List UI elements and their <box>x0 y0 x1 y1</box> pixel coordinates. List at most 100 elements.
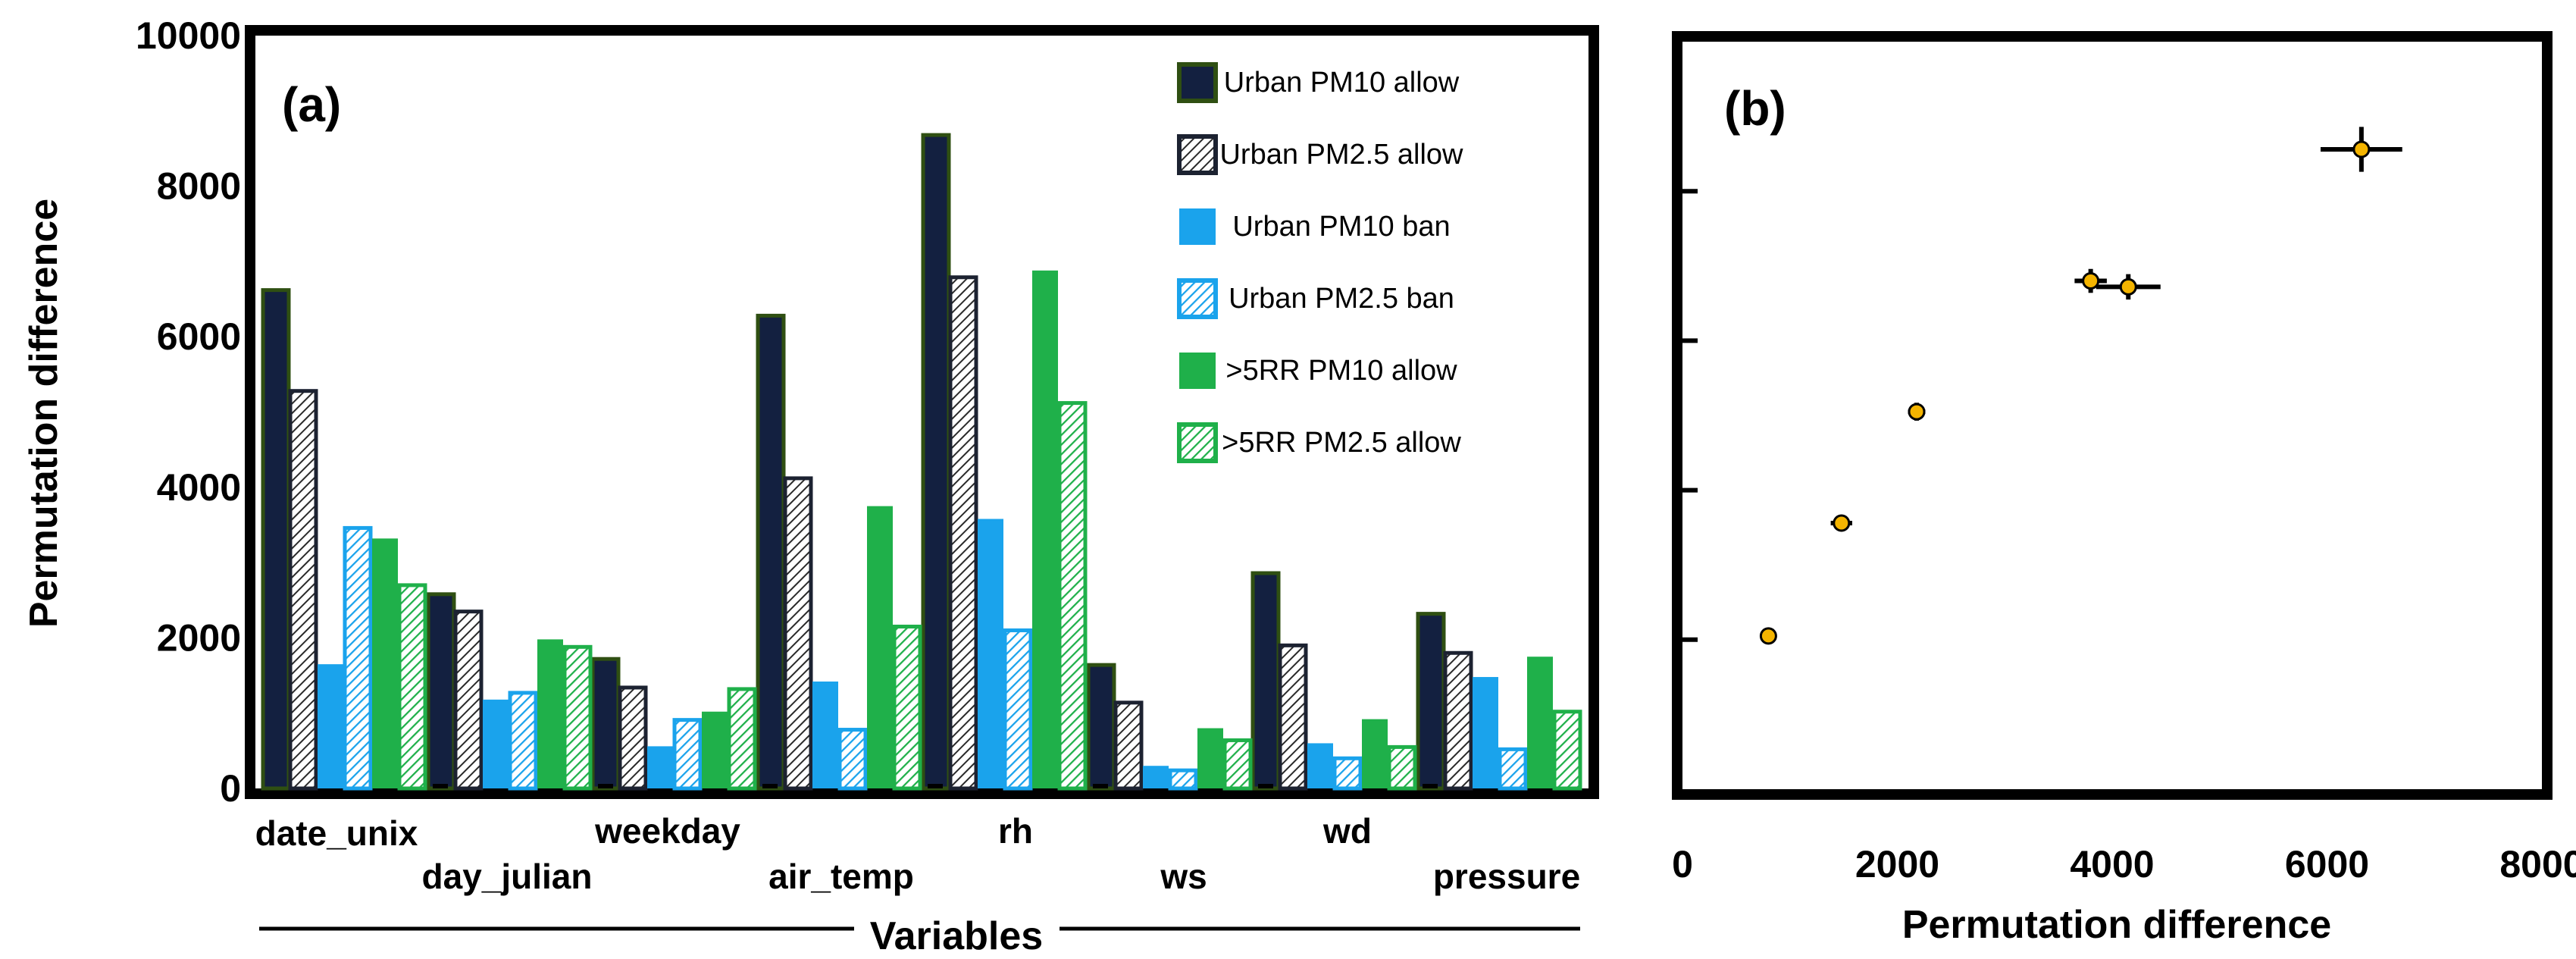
bar-date-unix-urban-pm2-5-allow <box>288 389 318 791</box>
group-separator-mark <box>928 784 943 788</box>
bar-date-unix-5rr-pm2-5-allow <box>397 583 427 791</box>
bar-ws-5rr-pm2-5-allow <box>1222 738 1253 791</box>
category-label-rh: rh <box>998 811 1033 851</box>
bar-wd-urban-pm2-5-ban <box>1332 756 1363 791</box>
y-tick-label-a: 4000 <box>157 466 241 509</box>
bar-rh-urban-pm2-5-allow <box>948 275 978 791</box>
bar-rh-urban-pm10-ban <box>978 519 1003 788</box>
bar-wd-5rr-pm2-5-allow <box>1387 744 1417 791</box>
bar-date-unix-urban-pm2-5-ban <box>343 525 373 791</box>
category-label-wd: wd <box>1322 811 1372 851</box>
point-marker <box>2119 277 2137 296</box>
scatter-point-4 <box>2074 268 2107 293</box>
category-label-weekday: weekday <box>594 811 740 851</box>
plot-frame-b <box>1672 31 2553 800</box>
bar-rh-5rr-pm10-allow <box>1032 270 1058 788</box>
bar-weekday-5rr-pm10-allow <box>702 711 728 788</box>
bar-ws-urban-pm10-ban <box>1143 766 1169 788</box>
bar-air-temp-5rr-pm2-5-allow <box>892 625 922 791</box>
group-separator-mark <box>433 784 448 788</box>
bar-weekday-urban-pm10-allow <box>590 657 621 791</box>
panel-a: (a) 0 2000 4000 6000 8000 10000 date_unixday_… <box>22 14 1599 958</box>
panel-label-b: (b) <box>1724 81 1786 136</box>
bar-rh-urban-pm2-5-ban <box>1003 628 1033 791</box>
bars-a <box>261 133 1582 791</box>
bar-weekday-urban-pm2-5-ban <box>672 718 703 791</box>
legend-swatch-urban-pm2-5-ban <box>1177 278 1218 319</box>
scatter-point-3 <box>1908 403 1926 421</box>
legend-label-5rr-pm10-allow: >5RR PM10 allow <box>1225 355 1457 387</box>
bar-pressure-urban-pm10-allow <box>1416 612 1446 791</box>
bar-date-unix-urban-pm10-allow <box>261 288 291 791</box>
legend-label-5rr-pm2-5-allow: >5RR PM2.5 allow <box>1222 427 1461 459</box>
bar-pressure-5rr-pm2-5-allow <box>1552 710 1582 791</box>
scatter-point-6 <box>2320 127 2402 172</box>
x-tick-label-b: 6000 <box>2285 843 2369 885</box>
bar-rh-5rr-pm2-5-allow <box>1057 401 1088 791</box>
bar-weekday-urban-pm2-5-allow <box>618 685 648 791</box>
bar-wd-5rr-pm10-allow <box>1362 719 1388 788</box>
bar-day-julian-urban-pm10-allow <box>426 592 456 791</box>
category-label-day-julian: day_julian <box>422 857 593 896</box>
x-tick-label-b: 8000 <box>2499 843 2576 885</box>
bar-pressure-urban-pm2-5-allow <box>1443 650 1473 791</box>
category-label-date-unix: date_unix <box>255 813 418 853</box>
scatter-points-b <box>1759 127 2402 645</box>
y-tick-label-a: 0 <box>220 767 241 810</box>
scatter-point-1 <box>1759 627 1777 645</box>
bar-rh-urban-pm10-allow <box>921 133 951 791</box>
legend-swatch-urban-pm2-5-allow <box>1177 134 1218 175</box>
x-tick-label-b: 2000 <box>1855 843 1939 885</box>
x-axis-ticks-b: 0 2000 4000 6000 8000 <box>1672 843 2576 885</box>
y-axis-ticks-a: 0 2000 4000 6000 8000 10000 <box>136 14 241 810</box>
bar-air-temp-urban-pm2-5-ban <box>837 728 868 791</box>
bar-weekday-urban-pm10-ban <box>647 746 673 788</box>
x-tick-label-b: 0 <box>1672 843 1693 885</box>
bar-day-julian-urban-pm2-5-ban <box>508 691 538 791</box>
panel-b: (b) 0 2000 4000 6000 8000 Permutation differ… <box>1672 31 2576 947</box>
bar-pressure-urban-pm2-5-ban <box>1498 747 1528 791</box>
bar-date-unix-5rr-pm10-allow <box>372 538 398 788</box>
bar-air-temp-5rr-pm10-allow <box>867 506 893 788</box>
y-tick-label-a: 10000 <box>136 14 241 57</box>
legend-label-urban-pm10-allow: Urban PM10 allow <box>1224 67 1460 99</box>
panel-label-a: (a) <box>282 77 341 132</box>
group-separator-mark <box>1093 784 1108 788</box>
point-marker <box>1833 514 1851 532</box>
bar-day-julian-urban-pm2-5-allow <box>453 610 484 791</box>
point-marker <box>1759 627 1777 645</box>
bar-day-julian-5rr-pm10-allow <box>537 639 563 788</box>
scatter-point-2 <box>1830 514 1852 532</box>
legend-swatch-urban-pm10-ban <box>1179 208 1216 245</box>
bar-ws-urban-pm10-allow <box>1086 663 1116 791</box>
legend-label-urban-pm2-5-allow: Urban PM2.5 allow <box>1219 139 1463 171</box>
bar-pressure-5rr-pm10-allow <box>1527 657 1553 788</box>
point-marker <box>1908 403 1926 421</box>
category-label-pressure: pressure <box>1433 857 1580 896</box>
bar-air-temp-urban-pm10-allow <box>756 313 786 791</box>
x-tick-label-b: 4000 <box>2070 843 2154 885</box>
bar-ws-urban-pm2-5-allow <box>1113 700 1144 791</box>
bar-wd-urban-pm10-ban <box>1307 743 1333 788</box>
bar-day-julian-urban-pm10-ban <box>483 699 509 788</box>
category-label-air-temp: air_temp <box>768 857 914 896</box>
group-separator-mark <box>1423 784 1438 788</box>
scatter-point-5 <box>2096 274 2161 300</box>
legend-swatch-5rr-pm2-5-allow <box>1177 422 1218 463</box>
group-separator-mark <box>598 784 613 788</box>
bar-ws-urban-pm2-5-ban <box>1168 768 1198 791</box>
category-label-ws: ws <box>1160 857 1207 896</box>
bar-air-temp-urban-pm10-ban <box>812 681 838 788</box>
legend-swatch-urban-pm10-allow <box>1177 62 1218 103</box>
point-marker <box>2352 140 2371 158</box>
y-axis-title-a: Permutation difference <box>22 199 66 628</box>
legend-swatch-5rr-pm10-allow <box>1179 353 1216 389</box>
legend-label-urban-pm10-ban: Urban PM10 ban <box>1232 211 1450 243</box>
bar-ws-5rr-pm10-allow <box>1197 728 1223 788</box>
x-axis-title-b: Permutation difference <box>1902 903 2331 947</box>
bar-weekday-5rr-pm2-5-allow <box>727 687 757 791</box>
x-axis-title-a: Variables <box>870 914 1043 958</box>
group-separator-mark <box>762 784 778 788</box>
